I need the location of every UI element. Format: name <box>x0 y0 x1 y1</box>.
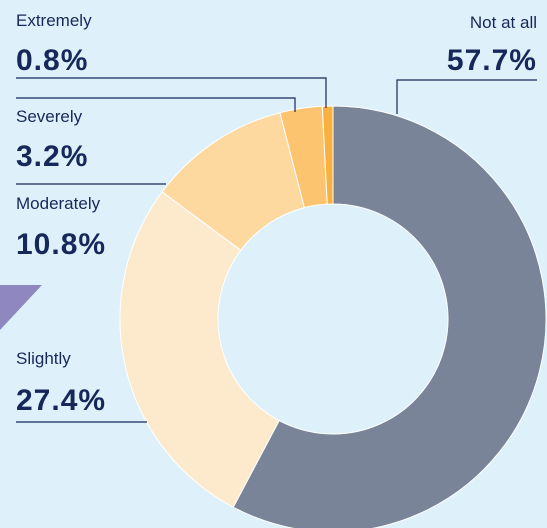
category-label: Severely <box>16 107 83 126</box>
value-label: 10.8% <box>16 228 106 261</box>
value-label: 27.4% <box>16 384 106 417</box>
donut <box>119 105 547 528</box>
leader-line <box>396 79 537 114</box>
value-label: 0.8% <box>16 44 88 77</box>
value-label: 3.2% <box>16 140 88 173</box>
donut-slice <box>119 191 280 508</box>
category-label: Slightly <box>16 349 71 368</box>
value-label: 57.7% <box>447 44 537 77</box>
labels: Not at all 57.7% Slightly 27.4% Moderately 10… <box>16 11 537 417</box>
leader-line <box>16 97 296 112</box>
category-label: Extremely <box>16 11 92 30</box>
donut-slice <box>232 105 547 528</box>
category-label: Moderately <box>16 194 101 213</box>
decor-triangle <box>0 285 42 330</box>
category-label: Not at all <box>470 13 537 32</box>
leader-line <box>16 77 327 108</box>
